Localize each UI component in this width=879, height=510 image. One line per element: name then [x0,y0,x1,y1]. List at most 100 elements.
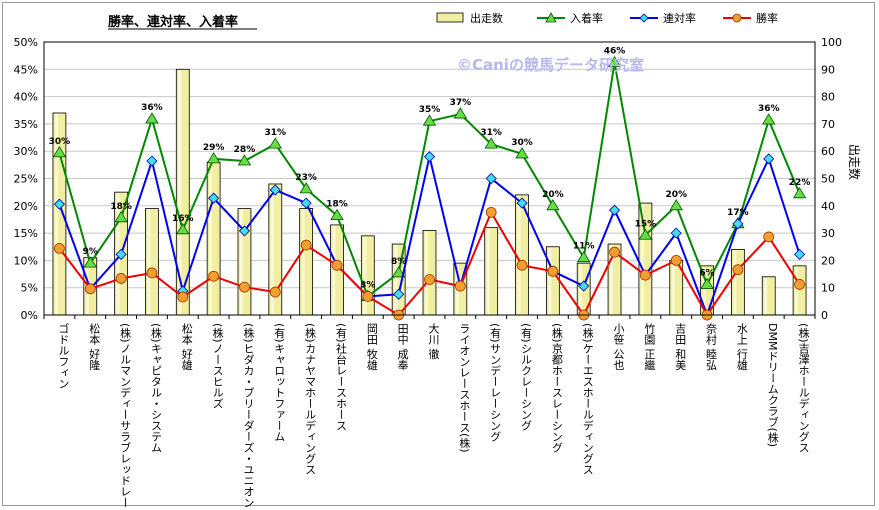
circle-marker [485,206,497,218]
legend-swatch [436,12,464,23]
bar [206,161,221,316]
bar-highlight [764,277,768,314]
circle-marker [362,291,374,302]
point-label: 8% [391,257,406,267]
category-label: 松本 好隆 [88,322,101,371]
y-tick-label: 30% [14,145,38,158]
diamond-marker [670,227,682,239]
bar-highlight [239,209,243,314]
bar-highlight [579,264,583,314]
y-tick-label: 15% [14,227,38,240]
y-tick-label: 25% [14,173,38,186]
point-label: 18% [110,202,132,212]
triangle-marker [515,147,529,159]
bar-highlight [332,225,336,314]
circle-marker [732,264,744,276]
category-label: 大川 徹 [427,322,440,360]
circle-marker [146,267,158,279]
bar [484,227,499,316]
y2-tick-label: 10 [821,282,835,295]
y-tick-label: 5% [21,282,38,295]
triangle-marker [268,137,283,149]
category-label: (株)キャピタル・システム [149,323,162,453]
diamond-marker [732,218,744,230]
diamond-marker [516,197,528,209]
point-label: 18% [326,200,348,210]
y2-tick-label: 60 [821,145,835,158]
plot-border [43,41,816,316]
bar-highlight [733,250,737,314]
bar [792,265,807,316]
point-label: 36% [141,103,163,113]
legend-marker [732,13,742,23]
circle-marker [763,231,775,243]
diamond-marker [763,153,775,165]
bar [145,208,159,316]
chart-title: 勝率、連対率、入着率 [108,14,238,30]
point-label: 31% [265,128,287,138]
legend: 出走数 入着率 連対率 勝率 [436,11,778,25]
bar [761,276,776,316]
category-label: 奈村 睦弘 [705,322,718,371]
line-series [52,55,807,321]
category-label: 吉田 和美 [674,323,687,371]
category-label: (株)カナヤマホールディングス [304,323,317,475]
diamond-marker [115,248,127,260]
circle-marker [84,283,96,295]
y-tick-label: 50% [14,36,38,49]
bar [545,246,560,316]
y-tick-label: 35% [14,118,38,131]
y2-tick-label: 70 [821,118,835,131]
point-label: 37% [450,98,472,108]
circle-marker [670,254,682,266]
triangle-marker [299,182,313,194]
bar-highlight [54,113,58,314]
circle-marker [208,270,220,282]
circle-marker [794,279,805,290]
triangle-marker [546,199,560,211]
bar-highlight [301,209,305,314]
point-label: 15% [635,219,657,229]
bar-highlight [270,184,274,314]
y-tick-label: 45% [14,63,38,76]
diamond-marker [393,288,405,300]
category-label: (株)ノースヒルズ [211,323,224,409]
point-label: 30% [511,138,533,148]
triangle-marker [52,146,67,158]
point-label: 11% [573,242,595,252]
circle-marker [177,291,189,303]
circle-marker [300,239,312,251]
circle-marker [54,242,65,254]
diamond-marker [423,151,436,163]
triangle-marker [453,107,468,119]
point-label: 3% [360,280,375,290]
y-tick-label: 10% [14,254,38,267]
circle-marker [516,259,528,271]
category-label: DMMドリームクラブ(株) [766,323,779,447]
bar-highlight [610,245,614,314]
category-label: 小笹 公也 [612,323,625,371]
point-label: 30% [49,137,71,147]
bar-highlight [486,228,490,314]
triangle-marker [792,187,807,199]
triangle-marker [669,199,683,211]
triangle-marker [176,223,190,235]
bar-highlight [640,204,644,314]
point-labels: 30% 9% 18% 36% 16% 29% 28% 31% 23% 18% 3% 8% 35% 37% 3… [49,47,811,291]
triangle-marker [700,277,714,289]
y2-tick-label: 30 [821,227,835,240]
bar [299,208,314,316]
circle-marker [239,281,250,293]
bar-highlight [394,245,398,314]
diamond-marker [238,225,251,237]
point-label: 20% [665,190,687,200]
bar [360,235,375,316]
category-label: 田中 成奉 [396,323,409,371]
category-label: (有)シルクレーシング [520,323,533,431]
legend-marker [545,12,557,23]
category-label: 松本 好雄 [180,322,193,371]
circle-marker [269,286,281,298]
point-label: 9% [83,247,98,257]
category-label: ライオンレースホース(株) [458,323,471,453]
category-label: (有)社台レースホース [334,323,347,431]
